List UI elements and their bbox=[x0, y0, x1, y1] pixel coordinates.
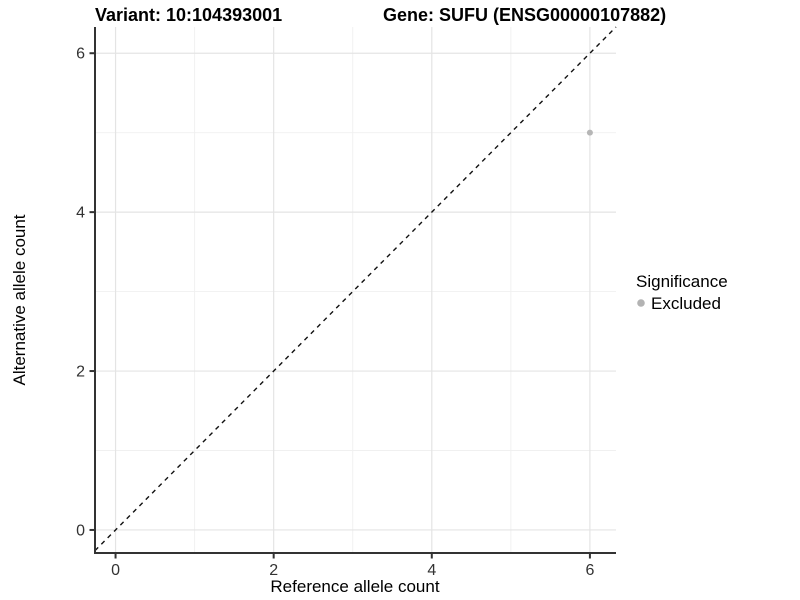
x-tick-label: 0 bbox=[111, 562, 120, 579]
plot-title-gene: Gene: SUFU (ENSG00000107882) bbox=[383, 5, 666, 25]
legend-item-label: Excluded bbox=[651, 294, 721, 313]
data-point bbox=[586, 129, 593, 136]
identity-line-group bbox=[94, 26, 617, 552]
plot-panel bbox=[95, 27, 616, 553]
data-points-group bbox=[586, 129, 593, 136]
y-tick-label: 0 bbox=[76, 522, 85, 539]
y-axis-ticks: 0 2 4 6 bbox=[76, 46, 95, 539]
legend-title: Significance bbox=[636, 272, 728, 291]
legend: Significance Excluded bbox=[636, 272, 728, 313]
y-tick-label: 2 bbox=[76, 364, 85, 381]
x-tick-label: 6 bbox=[585, 562, 594, 579]
x-tick-label: 4 bbox=[427, 562, 436, 579]
y-axis-title: Alternative allele count bbox=[10, 214, 29, 385]
legend-items: Excluded bbox=[637, 294, 721, 313]
y-tick-label: 4 bbox=[76, 205, 85, 222]
x-tick-label: 2 bbox=[269, 562, 278, 579]
y-tick-label: 6 bbox=[76, 46, 85, 63]
identity-dashed-line bbox=[94, 26, 617, 552]
plot-title-variant: Variant: 10:104393001 bbox=[95, 5, 282, 25]
minor-gridlines bbox=[95, 27, 616, 553]
x-axis-title: Reference allele count bbox=[270, 577, 439, 596]
legend-key-dot bbox=[637, 299, 645, 307]
x-axis-ticks: 0 2 4 6 bbox=[111, 553, 594, 579]
major-gridlines bbox=[95, 27, 616, 553]
